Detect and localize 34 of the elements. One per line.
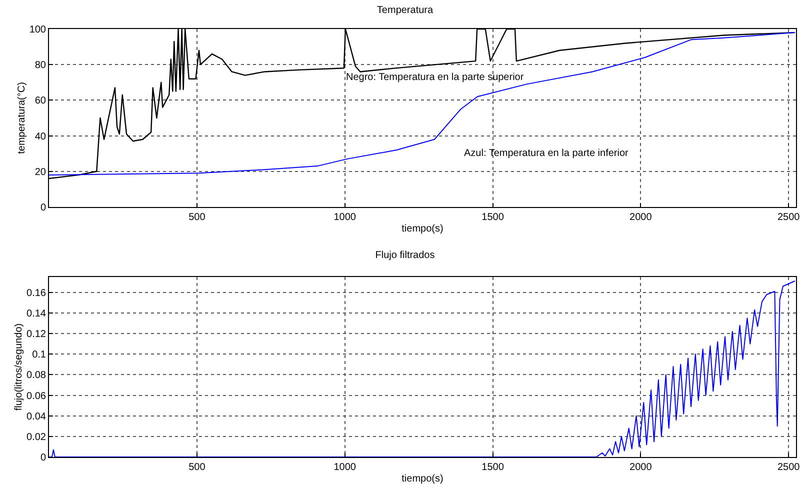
x-tick-label: 1500: [482, 212, 504, 223]
y-tick-label: 0.06: [26, 390, 46, 402]
y-tick-label: 0: [40, 202, 46, 214]
line-series: [49, 280, 796, 457]
y-tick-label: 0.14: [26, 308, 46, 320]
annotation: Negro: Temperatura en la parte superior: [346, 72, 524, 83]
y-tick-label: 100: [29, 24, 46, 36]
y-tick-label: 0.08: [26, 370, 46, 382]
y-tick-label: 20: [34, 166, 46, 178]
y-axis-title: flujo(litros/segundo): [14, 323, 25, 411]
x-tick-label: 500: [188, 212, 206, 223]
y-tick-label: 60: [34, 96, 46, 107]
y-tick-label: 40: [34, 131, 46, 142]
x-tick-label: 2000: [630, 462, 652, 473]
y-tick-label: 0.04: [26, 411, 46, 422]
x-tick-label: 1000: [334, 462, 356, 473]
y-tick-label: 0.02: [26, 432, 46, 443]
y-axis-title: temperatura(°C): [16, 82, 28, 154]
chart-title: Flujo filtrados: [375, 250, 435, 261]
x-axis-title: tiempo(s): [402, 474, 444, 484]
chart-title: Temperatura: [376, 5, 434, 16]
x-tick-label: 2500: [777, 212, 800, 223]
x-tick-label: 1000: [334, 212, 356, 223]
x-axis-title: tiempo(s): [402, 224, 444, 234]
x-tick-label: 1500: [482, 462, 504, 473]
x-tick-label: 2500: [777, 462, 800, 473]
annotation: Azul: Temperatura en la parte inferior: [464, 148, 630, 159]
y-tick-label: 0: [40, 452, 46, 464]
y-tick-label: 0.16: [26, 288, 46, 299]
x-tick-label: 500: [188, 462, 206, 473]
y-tick-label: 80: [34, 60, 46, 72]
x-tick-label: 2000: [630, 212, 652, 223]
y-tick-label: 0.1: [32, 350, 46, 361]
y-tick-label: 0.12: [26, 329, 46, 340]
